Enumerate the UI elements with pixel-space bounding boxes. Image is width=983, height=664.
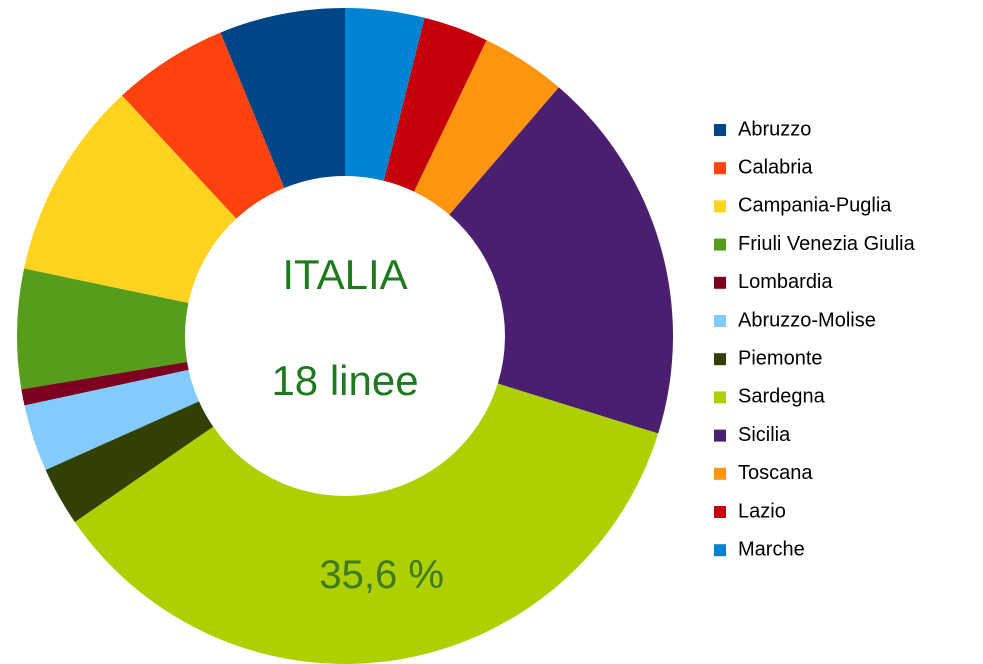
legend-swatch xyxy=(714,276,726,289)
legend-label: Marche xyxy=(738,538,805,560)
legend-label: Lazio xyxy=(738,500,786,522)
center-subtitle: 18 linee xyxy=(271,357,418,404)
legend-label: Abruzzo-Molise xyxy=(738,309,876,331)
donut-segment xyxy=(414,40,559,215)
legend-label: Friuli Venezia Giulia xyxy=(738,233,916,255)
donut-segment xyxy=(220,8,345,188)
legend-swatch xyxy=(714,315,726,327)
legend-swatch xyxy=(714,506,726,518)
donut-segment xyxy=(24,95,237,304)
legend-label: Toscana xyxy=(738,462,813,484)
legend-label: Sicilia xyxy=(738,424,791,446)
donut-segment xyxy=(21,362,189,406)
donut-segment xyxy=(121,32,285,219)
legend-label: Abruzzo xyxy=(738,118,811,140)
legend-swatch xyxy=(714,429,726,442)
donut-segment xyxy=(383,17,487,192)
legend-swatch xyxy=(714,200,726,213)
legend-label: Campania-Puglia xyxy=(738,195,892,217)
center-title: ITALIA xyxy=(282,251,407,298)
donut-segment xyxy=(449,87,673,434)
legend-label: Lombardia xyxy=(738,271,833,293)
donut-segment xyxy=(24,369,199,471)
legend-swatch xyxy=(714,162,726,175)
donut-segment xyxy=(45,401,214,523)
donut-segment xyxy=(74,383,659,664)
legend-label: Calabria xyxy=(738,156,813,178)
legend-swatch xyxy=(714,124,726,136)
legend-swatch xyxy=(714,391,726,404)
legend-label: Piemonte xyxy=(738,347,823,369)
value-label: 35,6 % xyxy=(319,553,444,597)
donut-segment xyxy=(16,268,189,390)
legend-label: Sardegna xyxy=(738,386,826,408)
legend-swatch xyxy=(714,238,726,251)
donut-segment xyxy=(345,8,425,181)
legend-swatch xyxy=(714,544,726,557)
legend-swatch xyxy=(714,467,726,480)
legend-swatch xyxy=(714,353,726,366)
